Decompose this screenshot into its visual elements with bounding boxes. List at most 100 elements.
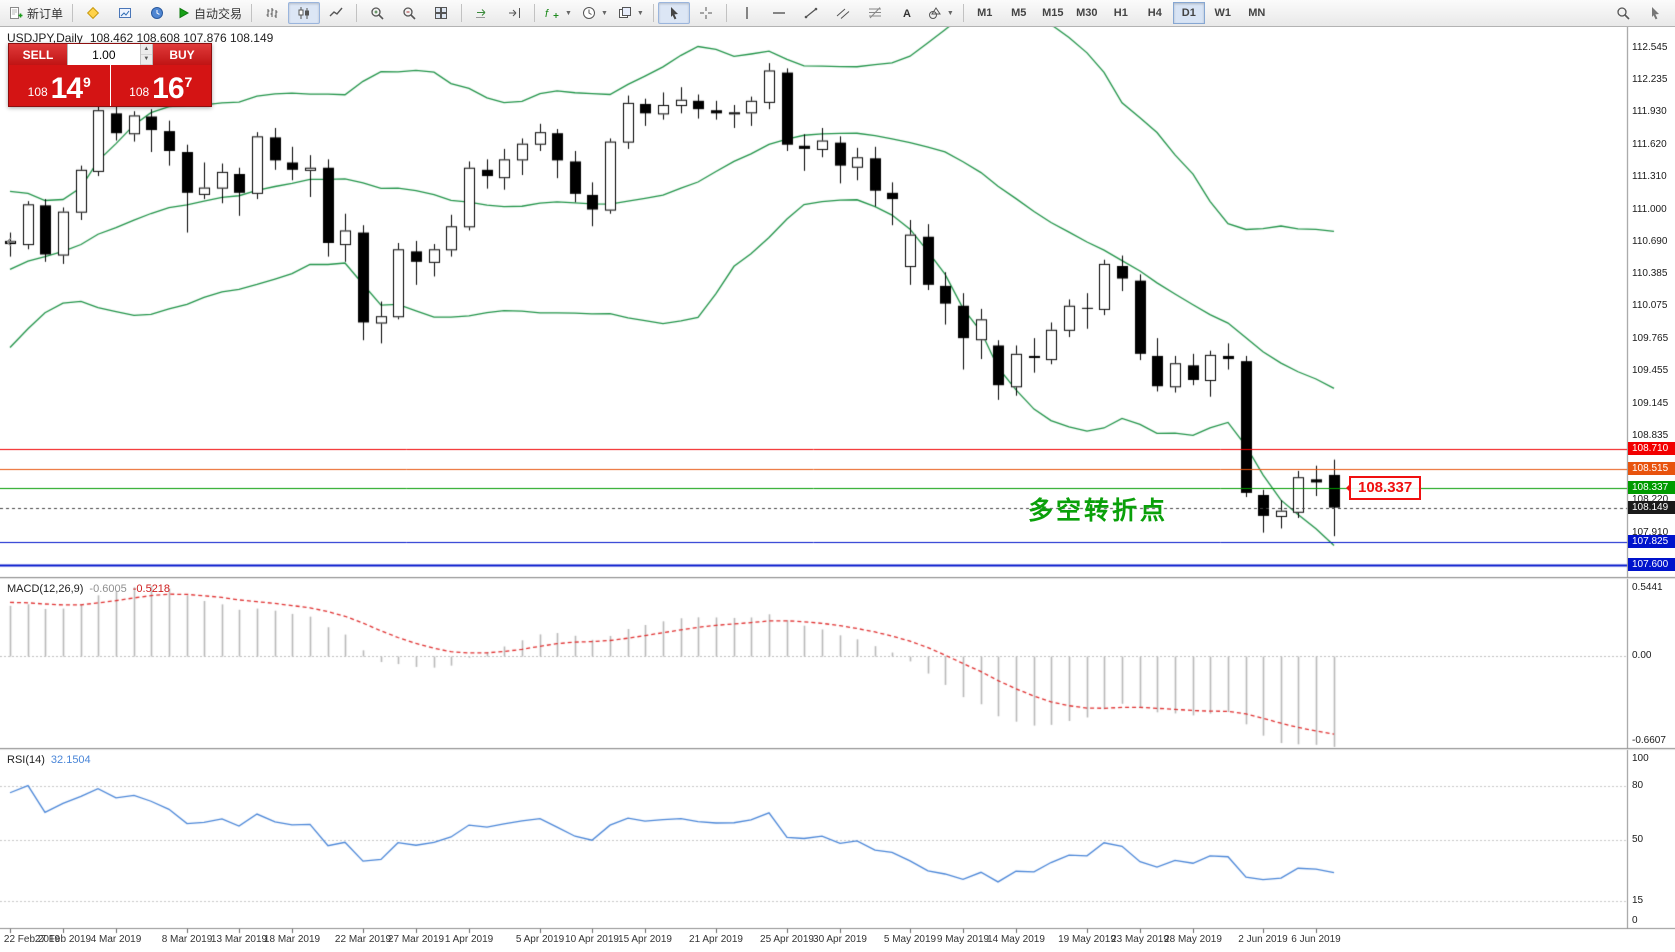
buy-button[interactable]: BUY: [153, 44, 211, 65]
search-button[interactable]: [1607, 2, 1639, 24]
bar-chart-button[interactable]: [256, 2, 288, 24]
buy-price-prefix: 108: [129, 85, 150, 99]
metaeditor-icon: [86, 6, 100, 20]
macd-scale-label: -0.6607: [1632, 735, 1666, 746]
horizontal-line-icon: [772, 12, 785, 14]
price-badge: 108.710: [1628, 441, 1675, 455]
date-axis[interactable]: 22 Feb 2019 27 Feb 2019 4 Mar 2019 8 Mar 20…: [0, 928, 1675, 952]
volume-decrease-button[interactable]: ▼: [140, 54, 152, 65]
volume-spinner: ▲ ▼: [139, 44, 152, 65]
timeframe-button-M1[interactable]: M1: [977, 7, 993, 19]
price-tick: 110.385: [1632, 267, 1668, 279]
date-label: 14 May 2019: [987, 934, 1045, 945]
price-tick: 109.455: [1632, 365, 1669, 377]
cursor-tool-button[interactable]: [657, 2, 690, 24]
new-order-button[interactable]: 新订单: [4, 2, 68, 24]
channel-tool-button[interactable]: [827, 2, 859, 24]
candlestick-chart-button[interactable]: [288, 2, 321, 24]
date-label: 28 May 2019: [1164, 934, 1222, 945]
strategy-tester-icon: [151, 7, 164, 19]
pointer-mode-button[interactable]: [1639, 2, 1671, 24]
rsi-scale-label: 80: [1632, 780, 1644, 792]
terminal-button[interactable]: [109, 2, 141, 24]
date-label: 15 Apr 2019: [618, 934, 672, 945]
crosshair-icon: [699, 7, 712, 19]
timeframe-button-D1[interactable]: D1: [1172, 2, 1205, 24]
channel-icon: [836, 8, 850, 19]
strategy-tester-button[interactable]: [141, 2, 173, 24]
line-chart-icon: [329, 7, 343, 17]
timeframe-button-W1[interactable]: W1: [1214, 7, 1232, 19]
shapes-caret-icon: ▼: [946, 9, 954, 17]
svg-text:A: A: [903, 8, 911, 20]
templates-caret-icon: ▼: [636, 9, 644, 17]
date-label: 21 Apr 2019: [689, 934, 743, 945]
timeframe-group: M1 M5 M15 M30 H1 H4 D1 W1 MN: [968, 2, 1274, 24]
tile-windows-button[interactable]: [425, 2, 457, 24]
metaeditor-button[interactable]: [77, 2, 109, 24]
chart-shift-button[interactable]: [498, 2, 530, 24]
templates-icon: [618, 7, 631, 18]
zoom-out-button[interactable]: [393, 2, 425, 24]
date-label: 9 May 2019: [936, 934, 990, 945]
timeframe-button-M30[interactable]: M30: [1076, 7, 1098, 19]
trendline-icon: [804, 7, 818, 19]
price-badge: 107.600: [1628, 558, 1675, 572]
vertical-line-tool-button[interactable]: [731, 2, 763, 24]
price-tick: 107.910: [1632, 526, 1669, 538]
date-label: 27 Feb 2019: [34, 934, 92, 945]
cursor-icon: [670, 7, 678, 20]
sell-button[interactable]: SELL: [9, 44, 67, 65]
price-tick: 111.000: [1632, 203, 1667, 215]
crosshair-tool-button[interactable]: [690, 2, 722, 24]
buy-price-main: 16: [152, 72, 184, 105]
toolbar: 新订单 自动交易 f ▼ ▼ ▼ A ▼ M1 M5 M15 M30 H1 H4 D1 W1 MN: [0, 0, 1675, 27]
terminal-icon: [119, 8, 132, 18]
date-label: 25 Apr 2019: [760, 934, 814, 945]
buy-price[interactable]: 108 16 7: [110, 65, 211, 106]
volume-increase-button[interactable]: ▲: [140, 44, 152, 55]
timeframe-button-M5[interactable]: M5: [1011, 7, 1027, 19]
rsi-scale-label: 100: [1632, 753, 1649, 764]
text-tool-button[interactable]: A: [891, 2, 923, 24]
date-label: 22 Mar 2019: [334, 934, 392, 945]
volume-input[interactable]: [68, 44, 140, 65]
trendline-tool-button[interactable]: [795, 2, 827, 24]
macd-scale-label: 0.5441: [1632, 582, 1663, 593]
date-label: 13 Mar 2019: [210, 934, 268, 945]
auto-scroll-button[interactable]: [466, 2, 498, 24]
timeframe-button-MN[interactable]: MN: [1248, 7, 1266, 19]
fibonacci-icon: [868, 7, 881, 19]
zoom-in-button[interactable]: [361, 2, 393, 24]
date-label: 10 Apr 2019: [565, 934, 619, 945]
price-tick: 110.075: [1632, 300, 1668, 312]
fibonacci-tool-button[interactable]: [859, 2, 891, 24]
text-icon: A: [903, 8, 911, 20]
price-badge: 108.515: [1628, 462, 1675, 476]
buy-price-sup: 7: [184, 74, 193, 90]
periods-button[interactable]: ▼: [577, 2, 613, 24]
indicators-button[interactable]: f ▼: [539, 2, 577, 24]
date-label: 18 Mar 2019: [263, 934, 321, 945]
autotrading-button[interactable]: 自动交易: [173, 2, 247, 24]
date-label: 4 Mar 2019: [90, 934, 142, 945]
date-label: 8 Mar 2019: [161, 934, 213, 945]
sell-price[interactable]: 108 14 9: [9, 65, 110, 106]
indicators-caret-icon: ▼: [565, 9, 572, 17]
horizontal-line-tool-button[interactable]: [763, 2, 795, 24]
price-tick: 111.930: [1632, 106, 1667, 118]
rsi-scale-label: 15: [1632, 895, 1644, 907]
macd-scale-label: 0.00: [1632, 649, 1652, 661]
date-label: 22 Feb 2019: [3, 934, 61, 945]
volume-field: ▲ ▼: [67, 44, 153, 65]
shapes-tool-button[interactable]: ▼: [923, 2, 959, 24]
timeframe-button-H4[interactable]: H4: [1147, 7, 1162, 19]
price-badge: 108.149: [1628, 500, 1675, 514]
clock-icon: [582, 7, 595, 19]
candlestick-chart-icon: [298, 7, 310, 19]
templates-button[interactable]: ▼: [613, 2, 649, 24]
line-chart-button[interactable]: [320, 2, 352, 24]
timeframe-button-M15[interactable]: M15: [1042, 7, 1064, 19]
timeframe-button-H1[interactable]: H1: [1113, 7, 1128, 19]
